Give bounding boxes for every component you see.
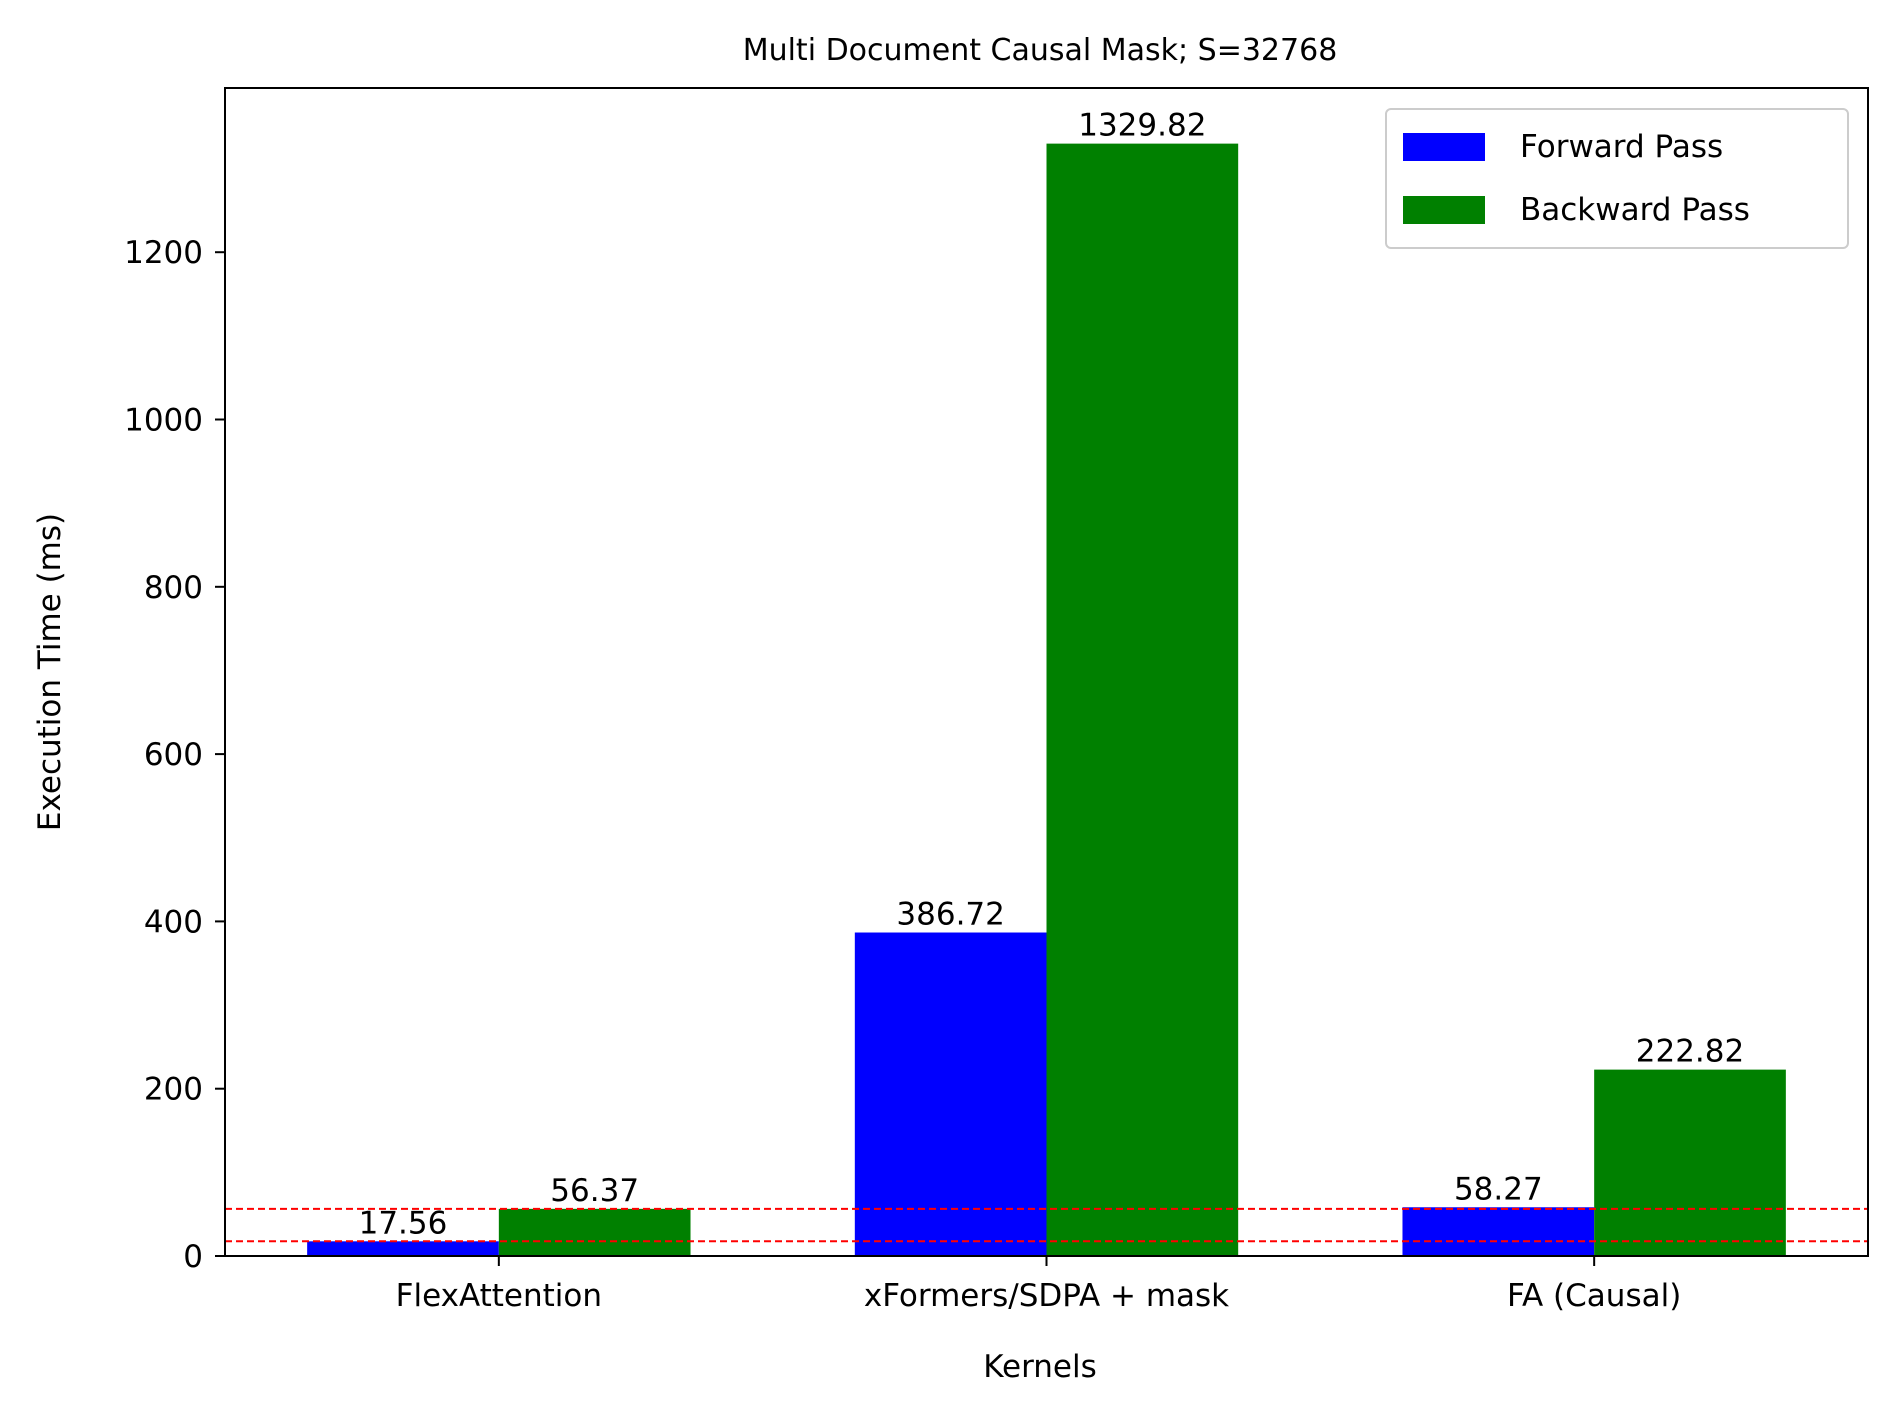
bars-layer xyxy=(307,143,1786,1256)
legend-box xyxy=(1385,108,1849,249)
y-tick-label-200: 200 xyxy=(144,1072,203,1108)
legend: Forward Pass Backward Pass xyxy=(1385,108,1849,249)
data-label-forward-pass-1: 17.56 xyxy=(359,1205,448,1241)
x-tick-label-3: FA (Causal) xyxy=(1507,1278,1681,1314)
legend-swatch-backward-pass xyxy=(1403,196,1485,224)
y-axis: 0 200 400 600 800 1000 1200 xyxy=(124,235,225,1275)
x-tick-label-2: xFormers/SDPA + mask xyxy=(864,1278,1229,1314)
legend-label-forward-pass: Forward Pass xyxy=(1520,129,1723,165)
y-tick-label-1000: 1000 xyxy=(124,403,203,439)
data-labels: 17.56 386.72 58.27 56.37 1329.82 222.82 xyxy=(359,108,1745,1242)
data-label-forward-pass-3: 58.27 xyxy=(1454,1171,1543,1207)
data-label-backward-pass-3: 222.82 xyxy=(1636,1034,1744,1070)
bar-forward-pass-3 xyxy=(1402,1207,1595,1256)
data-label-backward-pass-1: 56.37 xyxy=(550,1173,639,1209)
bar-forward-pass-1 xyxy=(307,1241,499,1256)
chart-title: Multi Document Causal Mask; S=32768 xyxy=(743,33,1338,68)
legend-label-backward-pass: Backward Pass xyxy=(1520,192,1750,228)
bar-backward-pass-1 xyxy=(498,1208,691,1256)
bar-forward-pass-2 xyxy=(854,932,1047,1256)
bar-backward-pass-2 xyxy=(1046,143,1239,1256)
x-tick-label-1: FlexAttention xyxy=(396,1278,602,1314)
bar-backward-pass-3 xyxy=(1594,1069,1786,1256)
x-axis-label: Kernels xyxy=(983,1349,1097,1385)
y-axis-label: Execution Time (ms) xyxy=(32,513,68,831)
data-label-forward-pass-2: 386.72 xyxy=(896,897,1004,933)
reference-lines xyxy=(225,1207,1868,1243)
y-tick-label-1200: 1200 xyxy=(124,235,203,271)
legend-swatch-forward-pass xyxy=(1403,133,1485,161)
data-label-backward-pass-2: 1329.82 xyxy=(1078,108,1206,144)
y-tick-label-0: 0 xyxy=(183,1239,203,1275)
y-tick-label-600: 600 xyxy=(144,737,203,773)
x-axis: FlexAttention xFormers/SDPA + mask FA (Cau… xyxy=(396,1256,1681,1314)
y-tick-label-400: 400 xyxy=(144,904,203,940)
y-tick-label-800: 800 xyxy=(144,570,203,606)
